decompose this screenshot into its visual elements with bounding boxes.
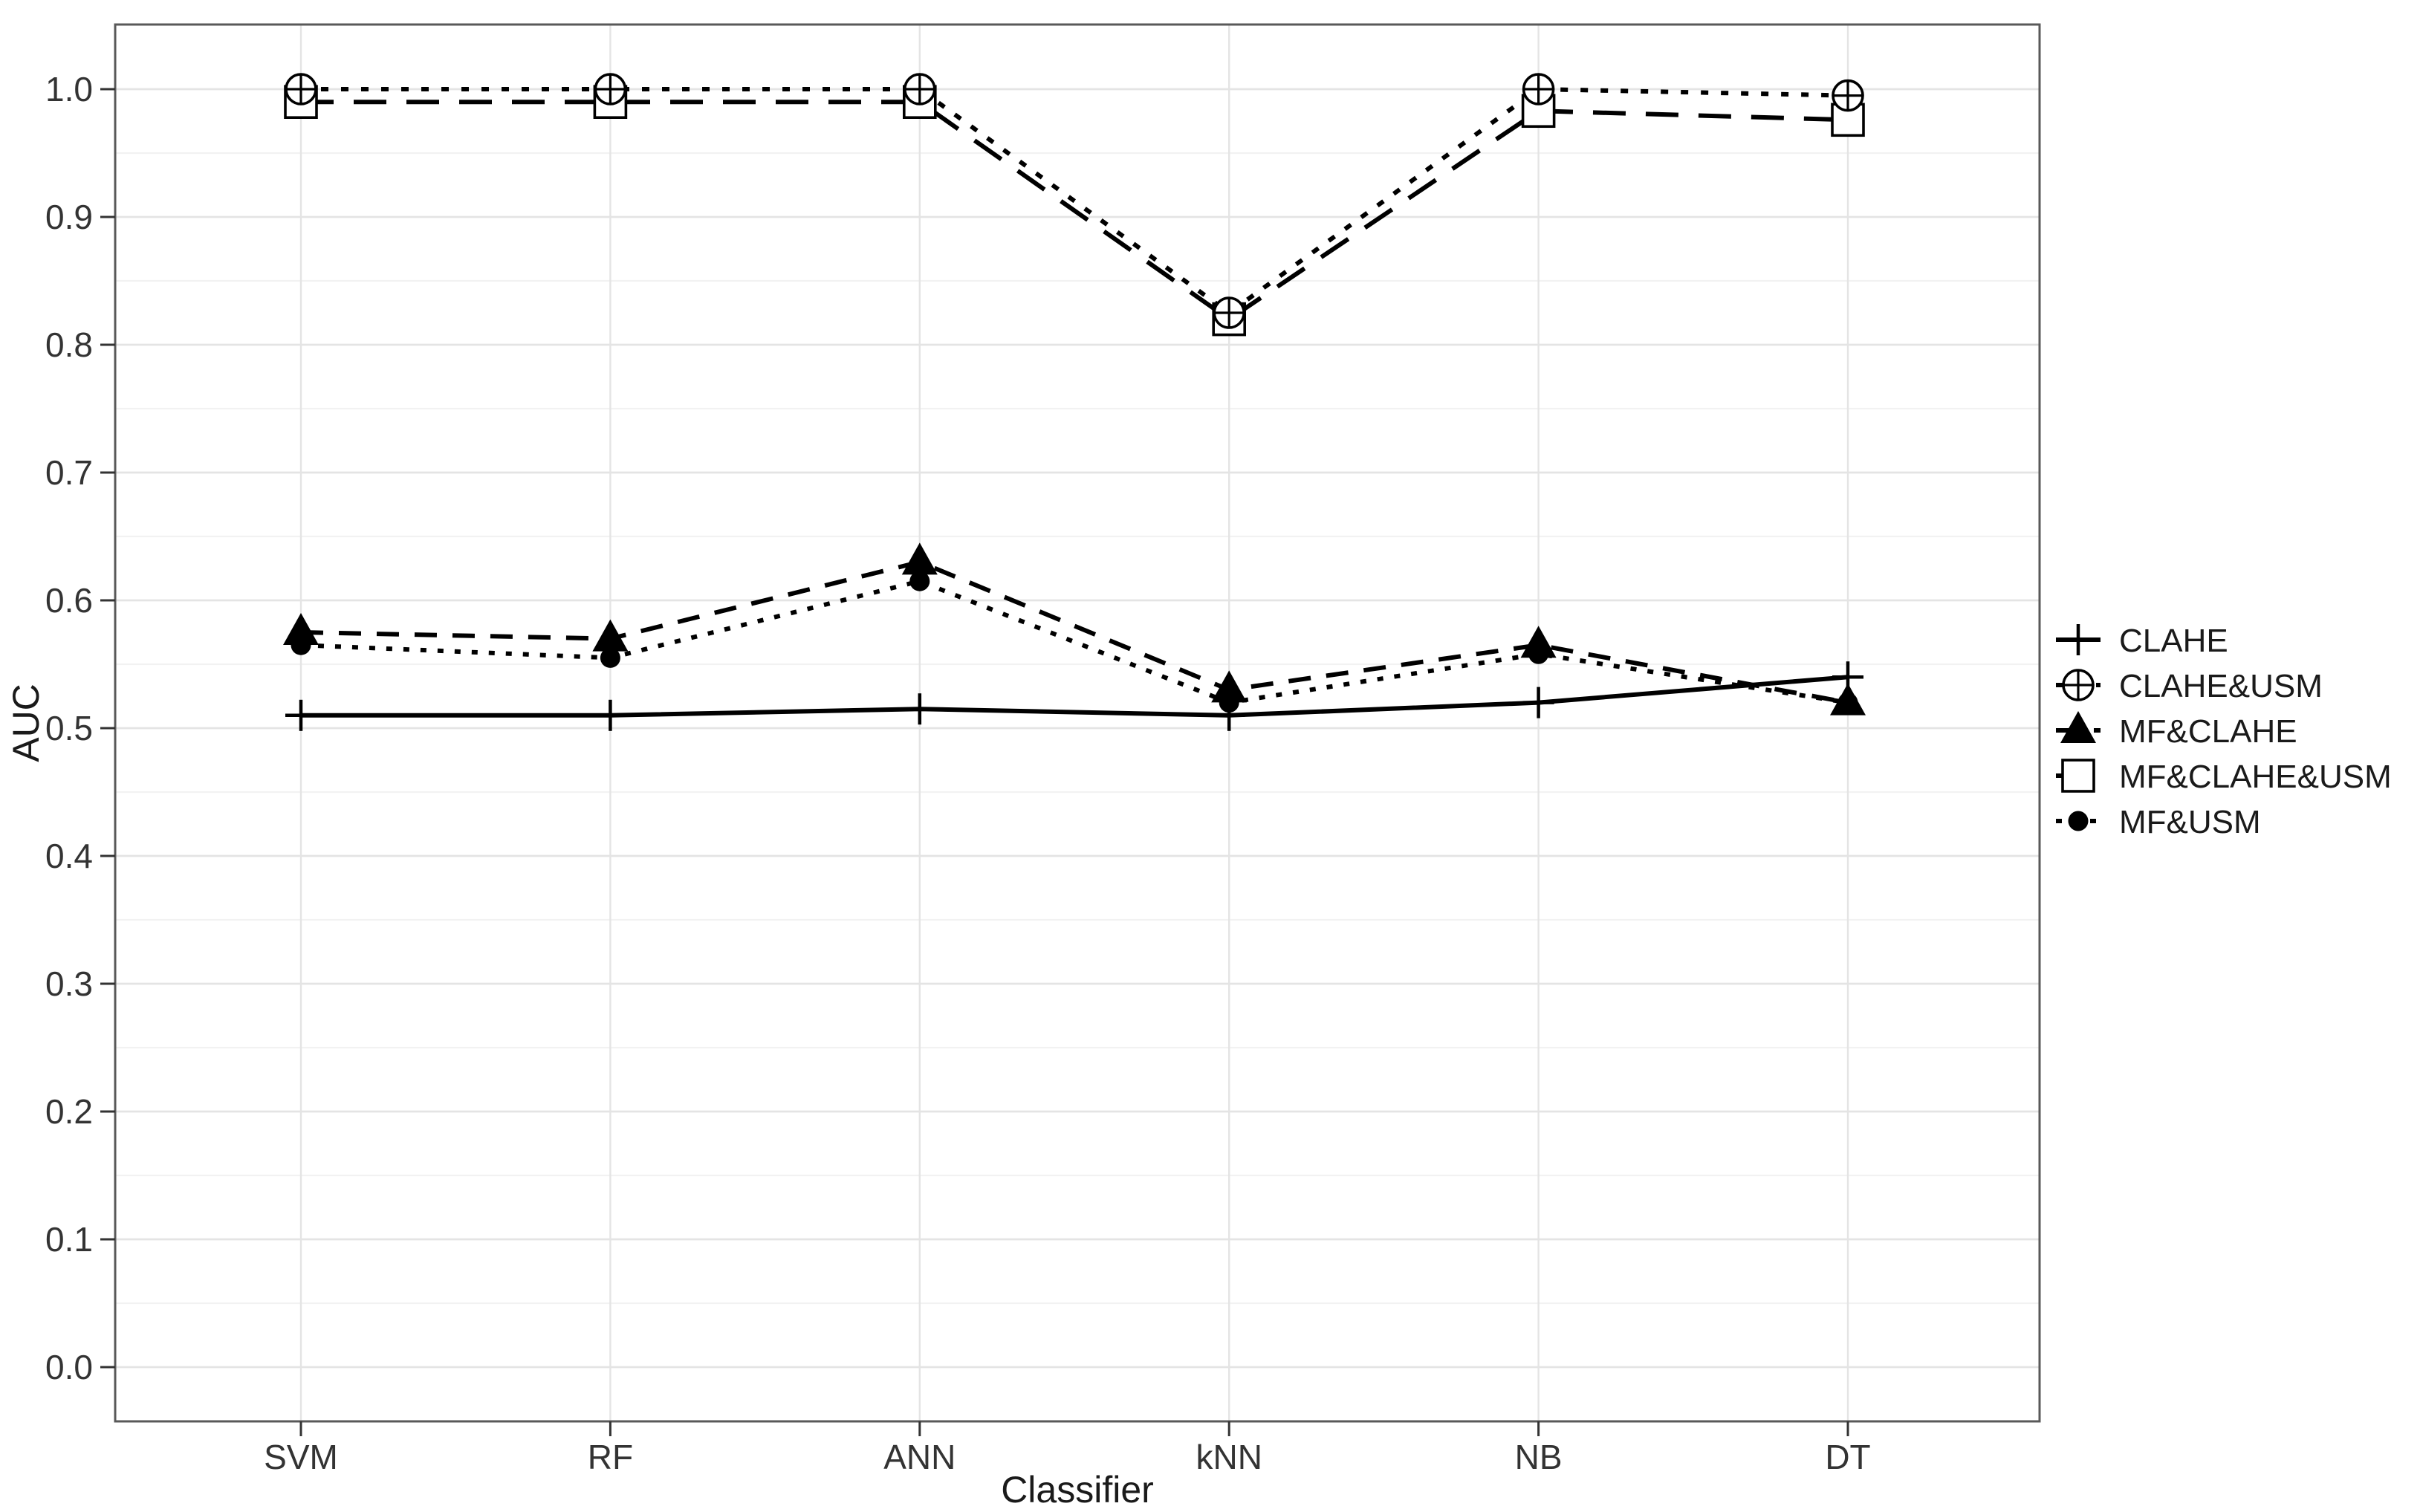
x-tick-label: NB [1515,1438,1563,1476]
legend-label: MF&CLAHE&USM [2119,759,2392,795]
legend-item-CLAHE-USM: CLAHE&USM [2056,668,2323,704]
series-lines [300,86,1849,718]
legend-label: MF&USM [2119,804,2261,840]
x-tick-label: RF [588,1438,633,1476]
y-tick-label: 0.6 [45,581,93,620]
y-tick-label: 0.2 [45,1092,93,1131]
y-tick-label: 0.0 [45,1348,93,1386]
square-marker [2061,759,2095,793]
y-tick-label: 0.3 [45,964,93,1003]
legend-item-MF-USM: MF&USM [2056,804,2261,840]
legend-label: CLAHE [2119,623,2228,659]
dot-marker [600,647,620,668]
legend: CLAHE CLAHE&USM MF&CLAHE MF&CLAHE&USM MF&USM [2056,623,2392,840]
x-tick-label: kNN [1196,1438,1262,1476]
triangle-marker [1830,683,1866,716]
y-tick-label: 1.0 [45,70,93,108]
series-line-MF-CLAHE [300,559,1849,705]
triangle-marker [901,542,938,575]
x-tick-label: ANN [883,1438,956,1476]
series-line-CLAHE-USM [301,86,1849,316]
dot-marker [909,571,930,591]
x-axis-title: Classifier [1001,1469,1154,1511]
axis-ticks [100,88,1849,1436]
y-tick-label: 0.1 [45,1220,93,1259]
y-tick-label: 0.7 [45,453,93,492]
series-line-MF-USM [300,579,1849,705]
triangle-marker [1520,626,1557,658]
triangle-marker [283,613,319,645]
legend-item-CLAHE: CLAHE [2056,623,2228,659]
panel-border [114,23,2041,1423]
legend-item-MF-CLAHE-USM: MF&CLAHE&USM [2056,759,2392,795]
series-line-CLAHE [301,675,1849,718]
gridlines-major [115,25,2040,1421]
y-axis-title: AUC [5,684,47,762]
series-line-MF-CLAHE-USM [301,100,1849,322]
y-axis-tick-labels: 0.0 0.1 0.2 0.3 0.4 0.5 0.6 0.7 0.8 0.9 1.0 [45,70,93,1386]
y-tick-label: 0.5 [45,709,93,747]
x-tick-label: DT [1825,1438,1870,1476]
triangle-marker [592,619,629,652]
x-axis-tick-labels: SVM RF ANN kNN NB DT [264,1438,1871,1476]
gridlines-minor [115,152,2040,1305]
y-tick-label: 0.4 [45,837,93,875]
y-tick-label: 0.9 [45,198,93,236]
triangle-marker [1211,670,1248,703]
square-marker [1831,103,1865,137]
legend-item-MF-CLAHE: MF&CLAHE [2056,711,2297,750]
dot-marker [2068,811,2089,831]
x-tick-label: SVM [264,1438,338,1476]
triangle-marker [2060,711,2096,743]
series-markers [283,73,1866,731]
legend-label: CLAHE&USM [2119,668,2323,704]
y-tick-label: 0.8 [45,325,93,364]
legend-label: MF&CLAHE [2119,713,2297,750]
